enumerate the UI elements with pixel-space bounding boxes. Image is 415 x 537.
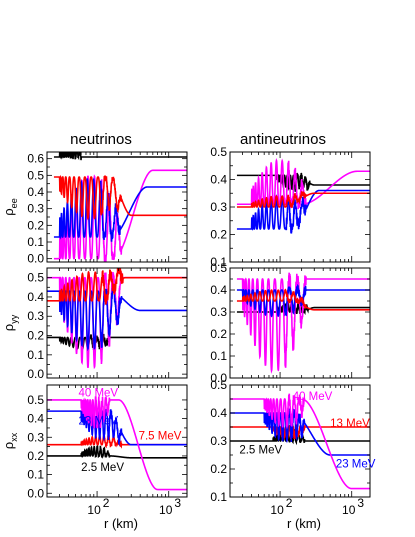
panel-anu-ee: 0.1 0.2 0.3 0.4 0.5 [210,145,371,269]
y-axis-label-base: ρ [1,324,16,331]
y-axis-label-base: ρ [1,208,16,215]
y-tick-label: 0.4 [27,185,44,199]
y-axis-label-sub: ee [9,198,19,208]
y-tick-label: 0.1 [210,349,227,363]
annotation-label: 40 MeV [78,387,118,399]
panel-nu-ee: 0.0 0.1 0.2 0.3 0.4 0.5 0.6 ρee [1,151,188,266]
x-tick-exponent: 2 [286,496,293,510]
y-tick-label: 0.4 [27,412,44,426]
axes-frame [46,384,188,498]
series-group [236,157,370,234]
series-line-anu-yy-2 [236,283,370,318]
y-tick-label: 0.2 [27,329,44,343]
series-line-nu-xx-2 [47,408,187,447]
x-tick-exponent: 3 [174,496,181,510]
y-tick-label: 0.5 [210,261,227,275]
annotation-label: 2.5 MeV [239,444,282,456]
y-axis-label-sub: xx [9,432,19,442]
panel-anu-yy: 0.0 0.1 0.2 0.3 0.4 0.5 [210,261,371,385]
y-tick-label: 0.1 [210,490,227,504]
y-tick-label: 0.2 [27,449,44,463]
y-tick-label: 0.2 [27,218,44,232]
y-tick-label: 0.2 [210,228,227,242]
series-group [230,393,370,490]
series-line-anu-xx-3 [230,393,370,490]
y-axis-label-base: ρ [1,442,16,449]
x-tick-exponent: 3 [357,496,364,510]
y-axis-label-sub: yy [9,314,19,324]
y-tick-label: 0.4 [27,290,44,304]
y-tick-label: 0.6 [27,152,44,166]
y-axis-label: ρyy [1,314,19,331]
y-tick-label: 0.0 [27,486,44,500]
y-tick-label: 0.1 [27,468,44,482]
x-axis-label: r (km) [287,516,321,531]
y-axis-label: ρxx [1,432,19,449]
y-tick-label: 0.5 [27,393,44,407]
column-title-antineutrinos: antineutrinos [240,131,326,148]
series-line-nu-ee-3 [53,174,187,221]
series-line-nu-ee-2 [53,177,187,242]
y-tick-label: 0.1 [27,348,44,362]
annotation-label: 23 MeV [78,415,118,427]
x-axis-label: r (km) [104,516,138,531]
annotation-label: 2.5 MeV [81,462,124,474]
series-line-nu-ee-1 [53,169,187,262]
series-line-nu-yy-0 [47,333,187,352]
series-group [47,396,187,491]
series-line-anu-xx-2 [230,408,370,456]
annotation-label: 23 MeV [336,458,376,470]
x-tick-label: 10 [87,503,101,517]
series-line-anu-ee-2 [236,189,370,234]
series-line-nu-xx-0 [47,445,187,459]
y-tick-label: 0.0 [210,371,227,385]
y-tick-label: 0.3 [210,434,227,448]
y-tick-label: 0.3 [27,309,44,323]
y-tick-label: 0.2 [210,327,227,341]
x-tick-label: 10 [342,503,356,517]
series-line-nu-ee-0 [53,152,187,161]
y-tick-label: 0.5 [210,145,227,159]
y-tick-label: 0.5 [210,378,227,392]
y-axis-label: ρee [1,198,19,215]
y-tick-label: 0.4 [210,173,227,187]
column-title-neutrinos: neutrinos [70,131,132,148]
y-tick-label: 0.3 [27,202,44,216]
annotation-label: 7.5 MeV [139,430,182,442]
y-tick-label: 0.0 [27,252,44,266]
x-tick-label: 10 [270,503,284,517]
panel-nu-yy: 0.0 0.1 0.2 0.3 0.4 0.5 ρyy [1,267,188,381]
y-tick-label: 0.0 [27,367,44,381]
y-tick-label: 0.1 [27,235,44,249]
x-tick-exponent: 2 [103,496,110,510]
series-group [47,268,187,370]
series-line-anu-xx-0 [230,428,370,446]
annotation-label: 13 MeV [330,418,370,430]
y-tick-label: 0.5 [27,168,44,182]
axes-frame [46,151,188,263]
y-tick-label: 0.1 [210,255,227,269]
axes-frame [46,267,188,379]
annotation-label: 40 MeV [293,391,333,403]
y-tick-label: 0.3 [27,430,44,444]
series-line-nu-xx-3 [47,396,187,491]
x-tick-label: 10 [159,503,173,517]
y-tick-label: 0.5 [27,271,44,285]
series-line-anu-yy-3 [236,288,370,311]
y-tick-label: 0.4 [210,283,227,297]
panels-group: 0.00.10.20.30.40.50.6ρee0.00.10.20.30.40… [1,145,376,531]
series-group [236,272,370,374]
y-tick-label: 0.3 [210,200,227,214]
series-group [53,152,187,262]
y-tick-label: 0.3 [210,305,227,319]
y-tick-label: 0.2 [210,462,227,476]
series-line-anu-ee-3 [236,190,370,208]
y-tick-label: 0.4 [210,406,227,420]
series-line-anu-yy-1 [236,272,370,374]
series-line-nu-yy-3 [47,268,187,305]
